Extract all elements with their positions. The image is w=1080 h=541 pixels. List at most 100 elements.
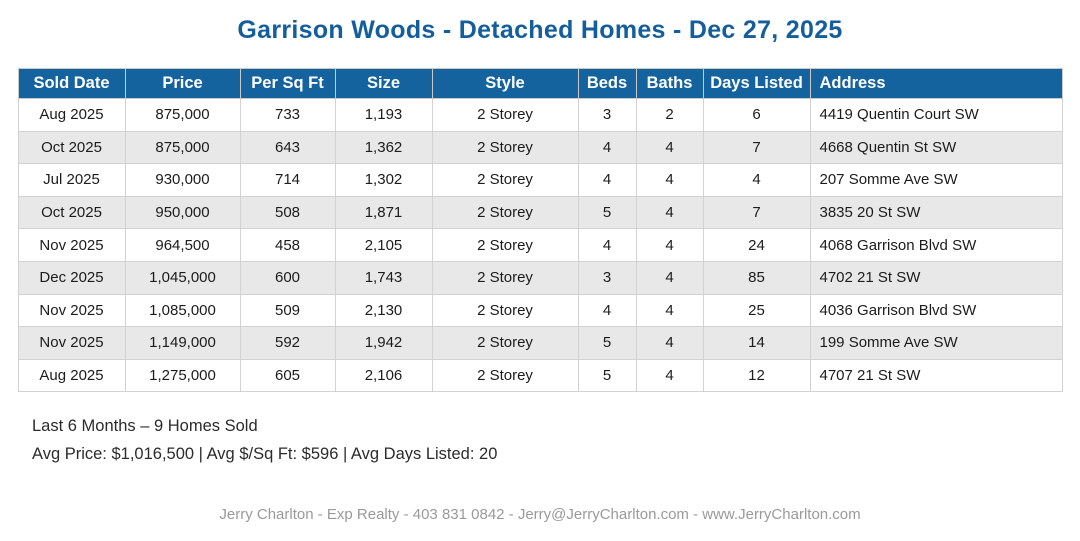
summary-block: Last 6 Months – 9 Homes Sold Avg Price: …: [32, 412, 1080, 468]
cell-baths: 4: [635, 228, 704, 262]
cell-beds: 4: [577, 130, 637, 165]
cell-solddate: Aug 2025: [17, 98, 126, 132]
cell-baths: 4: [635, 260, 704, 295]
column-header-solddate: Sold Date: [17, 68, 126, 99]
cell-days: 4: [702, 163, 811, 197]
cell-address: 4068 Garrison Blvd SW: [809, 228, 1063, 262]
table-header: Sold Date Price Per Sq Ft Size Style Beds Bath…: [17, 68, 1063, 99]
cell-address: 207 Somme Ave SW: [809, 163, 1063, 197]
cell-size: 1,942: [334, 326, 433, 360]
page-title: Garrison Woods - Detached Homes - Dec 27…: [237, 16, 843, 44]
cell-price: 1,085,000: [124, 293, 241, 328]
cell-baths: 2: [635, 98, 704, 132]
cell-solddate: Aug 2025: [17, 358, 126, 393]
table-row: Jul 2025 930,000 714 1,302 2 Storey 4 4 4 207 So…: [17, 163, 1063, 197]
table-row: Dec 2025 1,045,000 600 1,743 2 Storey 3 4 85 470…: [17, 260, 1063, 295]
cell-persqft: 714: [239, 163, 336, 197]
summary-averages: Avg Price: $1,016,500 | Avg $/Sq Ft: $59…: [32, 445, 498, 464]
cell-size: 2,106: [334, 358, 433, 393]
cell-days: 25: [702, 293, 811, 328]
sold-homes-table: Sold Date Price Per Sq Ft Size Style Beds Bath…: [17, 68, 1063, 393]
cell-size: 1,193: [334, 98, 433, 132]
cell-solddate: Oct 2025: [17, 195, 126, 230]
cell-address: 4707 21 St SW: [809, 358, 1063, 393]
cell-price: 1,149,000: [124, 326, 241, 360]
table-body: Aug 2025 875,000 733 1,193 2 Storey 3 2 6 4419 Q…: [17, 98, 1063, 393]
cell-style: 2 Storey: [431, 326, 579, 360]
cell-style: 2 Storey: [431, 358, 579, 393]
cell-beds: 4: [577, 163, 637, 197]
cell-days: 7: [702, 130, 811, 165]
cell-price: 875,000: [124, 130, 241, 165]
cell-size: 1,302: [334, 163, 433, 197]
cell-beds: 5: [577, 195, 637, 230]
cell-price: 1,275,000: [124, 358, 241, 393]
cell-price: 875,000: [124, 98, 241, 132]
cell-size: 2,105: [334, 228, 433, 262]
table-row: Aug 2025 1,275,000 605 2,106 2 Storey 5 4 12 470…: [17, 358, 1063, 393]
cell-style: 2 Storey: [431, 163, 579, 197]
cell-style: 2 Storey: [431, 260, 579, 295]
cell-size: 1,871: [334, 195, 433, 230]
summary-sold-count: Last 6 Months – 9 Homes Sold: [32, 417, 258, 436]
cell-style: 2 Storey: [431, 195, 579, 230]
cell-days: 6: [702, 98, 811, 132]
cell-beds: 5: [577, 326, 637, 360]
cell-beds: 4: [577, 293, 637, 328]
column-header-address: Address: [809, 68, 1063, 99]
cell-size: 1,362: [334, 130, 433, 165]
cell-persqft: 643: [239, 130, 336, 165]
cell-style: 2 Storey: [431, 228, 579, 262]
cell-size: 1,743: [334, 260, 433, 295]
cell-price: 930,000: [124, 163, 241, 197]
cell-baths: 4: [635, 326, 704, 360]
cell-address: 4702 21 St SW: [809, 260, 1063, 295]
table-row: Nov 2025 1,085,000 509 2,130 2 Storey 4 4 25 403…: [17, 293, 1063, 328]
cell-beds: 5: [577, 358, 637, 393]
cell-style: 2 Storey: [431, 293, 579, 328]
column-header-price: Price: [124, 68, 241, 99]
cell-baths: 4: [635, 163, 704, 197]
cell-price: 950,000: [124, 195, 241, 230]
cell-solddate: Dec 2025: [17, 260, 126, 295]
column-header-beds: Beds: [577, 68, 637, 99]
table-row: Oct 2025 875,000 643 1,362 2 Storey 4 4 7 4668 Q…: [17, 130, 1063, 165]
cell-baths: 4: [635, 358, 704, 393]
cell-persqft: 733: [239, 98, 336, 132]
cell-days: 24: [702, 228, 811, 262]
cell-style: 2 Storey: [431, 130, 579, 165]
agent-contact-line: Jerry Charlton - Exp Realty - 403 831 08…: [219, 506, 861, 523]
cell-solddate: Nov 2025: [17, 293, 126, 328]
cell-days: 12: [702, 358, 811, 393]
cell-days: 7: [702, 195, 811, 230]
cell-address: 4036 Garrison Blvd SW: [809, 293, 1063, 328]
cell-persqft: 600: [239, 260, 336, 295]
cell-persqft: 508: [239, 195, 336, 230]
cell-address: 199 Somme Ave SW: [809, 326, 1063, 360]
cell-persqft: 458: [239, 228, 336, 262]
cell-baths: 4: [635, 130, 704, 165]
column-header-size: Size: [334, 68, 433, 99]
cell-baths: 4: [635, 195, 704, 230]
cell-solddate: Oct 2025: [17, 130, 126, 165]
table-row: Nov 2025 964,500 458 2,105 2 Storey 4 4 24 4068 …: [17, 228, 1063, 262]
cell-address: 4668 Quentin St SW: [809, 130, 1063, 165]
table-row: Aug 2025 875,000 733 1,193 2 Storey 3 2 6 4419 Q…: [17, 98, 1063, 132]
cell-days: 14: [702, 326, 811, 360]
cell-address: 3835 20 St SW: [809, 195, 1063, 230]
column-header-persqft: Per Sq Ft: [239, 68, 336, 99]
column-header-baths: Baths: [635, 68, 704, 99]
table-row: Nov 2025 1,149,000 592 1,942 2 Storey 5 4 14 199…: [17, 326, 1063, 360]
cell-style: 2 Storey: [431, 98, 579, 132]
cell-baths: 4: [635, 293, 704, 328]
cell-price: 964,500: [124, 228, 241, 262]
table-row: Oct 2025 950,000 508 1,871 2 Storey 5 4 7 3835 2…: [17, 195, 1063, 230]
cell-beds: 4: [577, 228, 637, 262]
cell-persqft: 509: [239, 293, 336, 328]
cell-days: 85: [702, 260, 811, 295]
cell-solddate: Nov 2025: [17, 228, 126, 262]
cell-address: 4419 Quentin Court SW: [809, 98, 1063, 132]
cell-persqft: 592: [239, 326, 336, 360]
cell-beds: 3: [577, 98, 637, 132]
